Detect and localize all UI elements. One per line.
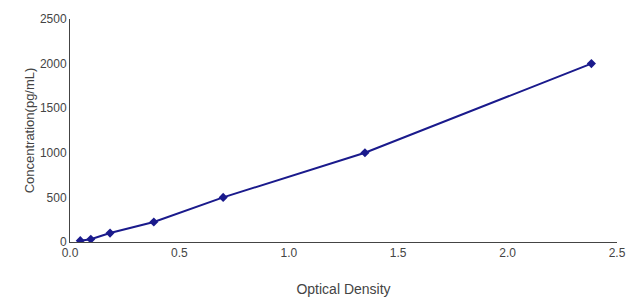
- svg-text:Optical Density: Optical Density: [296, 281, 390, 297]
- svg-text:0.0: 0.0: [62, 246, 79, 260]
- svg-text:0: 0: [60, 235, 67, 249]
- svg-text:1.5: 1.5: [390, 246, 407, 260]
- svg-text:1000: 1000: [40, 146, 67, 160]
- svg-text:1500: 1500: [40, 101, 67, 115]
- svg-text:Concentration(pg/mL): Concentration(pg/mL): [22, 68, 37, 194]
- svg-text:2000: 2000: [40, 57, 67, 71]
- svg-text:2.0: 2.0: [499, 246, 516, 260]
- svg-text:500: 500: [47, 191, 67, 205]
- svg-text:1.0: 1.0: [280, 246, 297, 260]
- svg-text:0.5: 0.5: [171, 246, 188, 260]
- svg-text:2.5: 2.5: [609, 246, 626, 260]
- svg-text:2500: 2500: [40, 12, 67, 26]
